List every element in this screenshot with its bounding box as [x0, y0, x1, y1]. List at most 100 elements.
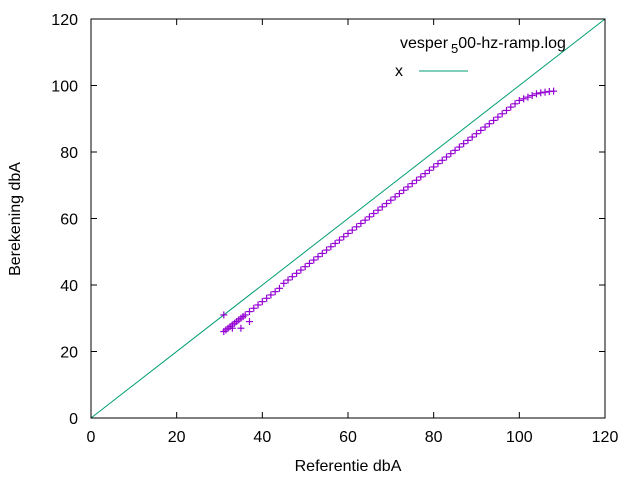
scatter-point	[250, 304, 258, 312]
scatter-point	[494, 113, 502, 121]
y-tick-label: 40	[60, 278, 78, 295]
scatter-point	[237, 324, 245, 332]
legend: vesper 500-hz-ramp.log x	[395, 35, 566, 80]
y-tick-label: 20	[60, 345, 78, 362]
scatter-point	[293, 269, 301, 277]
scatter-point	[537, 89, 545, 97]
scatter-point	[443, 153, 451, 161]
legend-entry-label: x	[395, 63, 403, 80]
scatter-point	[220, 311, 228, 319]
scatter-point	[524, 93, 532, 101]
scatter-point	[245, 308, 253, 316]
scatter-point	[374, 206, 382, 214]
scatter-point	[528, 91, 536, 99]
scatter-point	[267, 291, 275, 299]
scatter-point	[365, 213, 373, 221]
legend-title: vesper 500-hz-ramp.log	[400, 35, 566, 56]
scatter-point	[511, 100, 519, 108]
scatter-point	[348, 226, 356, 234]
scatter-point	[327, 243, 335, 251]
scatter-point	[400, 186, 408, 194]
scatter-point	[318, 249, 326, 257]
series-line-x	[90, 18, 606, 419]
scatter-point	[502, 106, 510, 114]
scatter-point	[254, 301, 262, 309]
scatter-point	[520, 95, 528, 103]
scatter-point	[395, 190, 403, 198]
scatter-point	[481, 123, 489, 131]
y-axis-label: Berekening dbA	[7, 162, 24, 276]
y-tick-label: 0	[69, 411, 78, 428]
ticks-layer: 0 20 40 60 80 100 120 0 20 40 60 80 100 120	[51, 12, 618, 446]
scatter-point	[490, 116, 498, 124]
scatter-point	[335, 236, 343, 244]
plot-frame	[90, 18, 606, 419]
scatter-point	[353, 223, 361, 231]
scatter-point	[263, 294, 271, 302]
scatter-point	[421, 170, 429, 178]
scatter-point	[468, 133, 476, 141]
scatter-point	[391, 193, 399, 201]
scatter-point	[228, 324, 236, 332]
x-axis-label: Referentie dbA	[295, 458, 402, 475]
scatter-point	[331, 239, 339, 247]
line-layer	[90, 18, 606, 419]
scatter-point	[387, 196, 395, 204]
scatter-point	[532, 90, 540, 98]
scatter-point	[310, 256, 318, 264]
x-tick-label: 80	[425, 429, 443, 446]
x-tick-label: 120	[592, 429, 619, 446]
scatter-point	[455, 143, 463, 151]
scatter-point	[464, 136, 472, 144]
scatter-point	[288, 273, 296, 281]
scatter-point	[413, 176, 421, 184]
scatter-point	[550, 87, 558, 95]
scatter-point	[460, 140, 468, 148]
scatter-point	[258, 298, 266, 306]
x-tick-label: 0	[87, 429, 96, 446]
scatter-point	[515, 96, 523, 104]
x-tick-label: 60	[339, 429, 357, 446]
scatter-point	[314, 253, 322, 261]
scatter-point	[438, 156, 446, 164]
scatter-point	[451, 146, 459, 154]
scatter-point	[417, 173, 425, 181]
scatter-point	[323, 246, 331, 254]
scatter-point	[344, 229, 352, 237]
scatter-point	[477, 126, 485, 134]
scatter-point	[408, 180, 416, 188]
scatter-point	[340, 233, 348, 241]
scatter-point	[271, 288, 279, 296]
points-layer	[220, 87, 558, 336]
x-tick-label: 100	[506, 429, 533, 446]
scatter-point	[434, 160, 442, 168]
scatter-point	[473, 130, 480, 138]
scatter-point	[241, 311, 249, 319]
scatter-point	[280, 279, 288, 287]
scatter-point	[430, 163, 438, 171]
scatter-point	[275, 284, 283, 292]
scatter-point	[370, 210, 378, 218]
y-tick-label: 60	[60, 212, 78, 229]
scatter-point	[245, 318, 253, 326]
y-tick-label: 120	[51, 12, 78, 29]
scatter-point	[297, 266, 305, 274]
scatter-point	[404, 183, 412, 191]
scatter-point	[541, 88, 549, 96]
scatter-point	[361, 216, 369, 224]
scatter-point	[378, 203, 386, 211]
scatter-point	[498, 110, 506, 118]
scatter-point	[425, 166, 433, 174]
scatter-point	[447, 150, 455, 158]
x-tick-label: 20	[168, 429, 186, 446]
scatter-point	[357, 219, 365, 227]
scatter-point	[284, 276, 292, 284]
y-tick-label: 80	[60, 145, 78, 162]
scatter-point	[507, 103, 515, 111]
scatter-point	[305, 259, 313, 267]
y-tick-label: 100	[51, 79, 78, 96]
x-tick-label: 40	[253, 429, 271, 446]
scatter-point	[301, 263, 309, 271]
